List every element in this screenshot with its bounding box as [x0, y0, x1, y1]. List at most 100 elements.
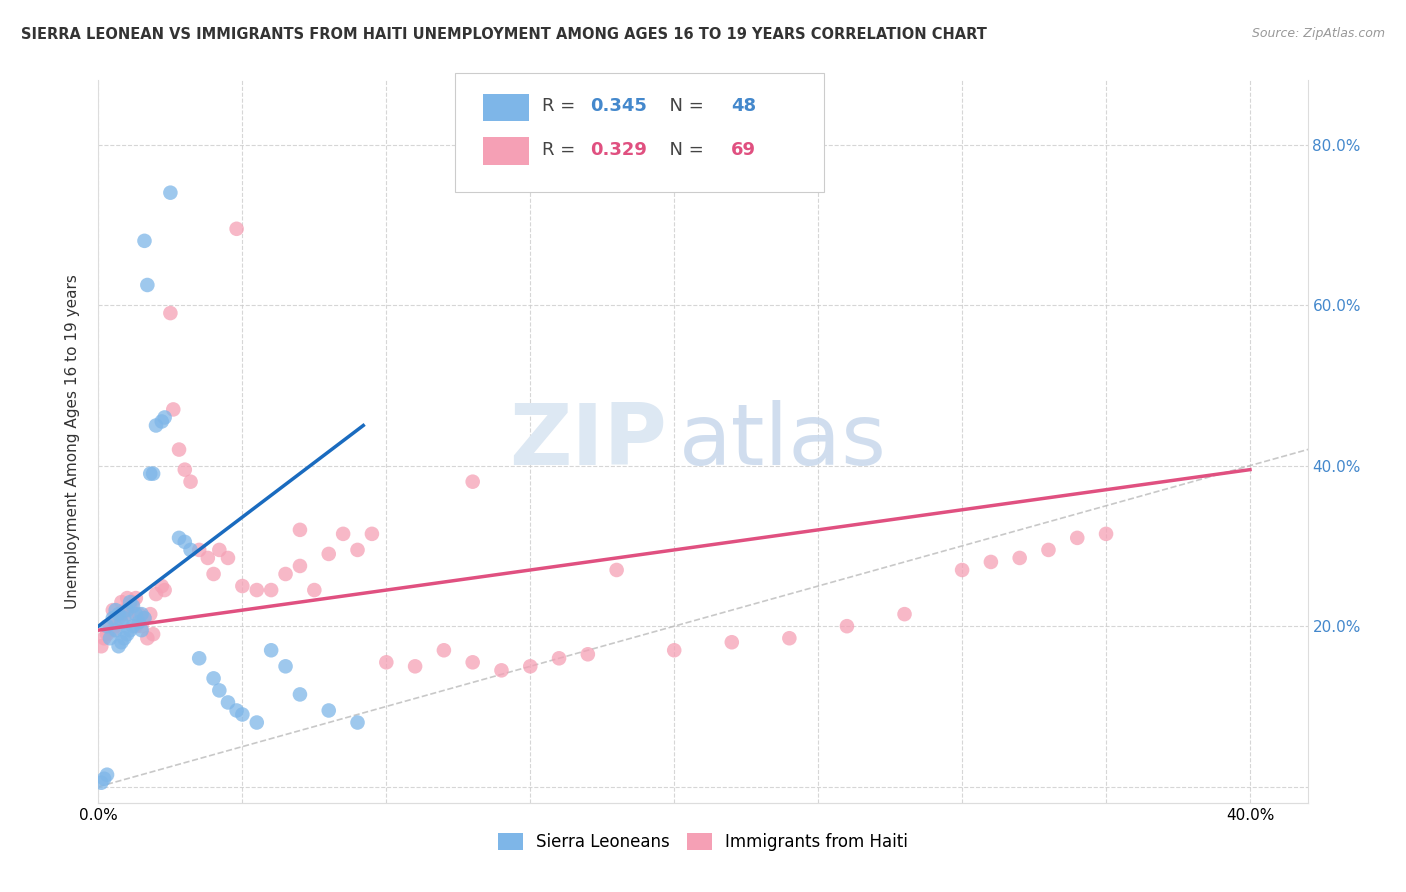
Point: [1008, 551, 1031, 566]
Point: [120, 595, 142, 609]
Point: [217, 696, 239, 710]
Point: [110, 595, 132, 609]
Point: [835, 619, 858, 633]
Point: [131, 619, 153, 633]
Point: [188, 651, 211, 665]
Text: R =: R =: [543, 141, 581, 159]
Point: [318, 703, 340, 717]
Point: [274, 659, 297, 673]
Point: [93, 772, 115, 786]
FancyBboxPatch shape: [482, 94, 529, 121]
Text: N =: N =: [658, 97, 710, 115]
Point: [1038, 542, 1060, 557]
Point: [260, 583, 283, 598]
Point: [142, 627, 165, 641]
Point: [122, 619, 145, 633]
Point: [361, 526, 384, 541]
Point: [893, 607, 915, 621]
Legend: Sierra Leoneans, Immigrants from Haiti: Sierra Leoneans, Immigrants from Haiti: [489, 825, 917, 860]
Text: R =: R =: [543, 97, 581, 115]
Point: [288, 523, 311, 537]
Point: [231, 579, 253, 593]
Point: [167, 531, 190, 545]
Point: [288, 687, 311, 701]
Point: [101, 611, 124, 625]
Point: [96, 767, 118, 781]
Point: [346, 715, 368, 730]
Text: ZIP: ZIP: [509, 400, 666, 483]
Point: [548, 651, 571, 665]
Point: [197, 551, 219, 566]
Point: [104, 603, 127, 617]
Point: [98, 632, 121, 646]
Point: [131, 623, 153, 637]
FancyBboxPatch shape: [456, 73, 824, 193]
Point: [136, 277, 159, 292]
Text: SIERRA LEONEAN VS IMMIGRANTS FROM HAITI UNEMPLOYMENT AMONG AGES 16 TO 19 YEARS C: SIERRA LEONEAN VS IMMIGRANTS FROM HAITI …: [21, 27, 987, 42]
Point: [304, 583, 326, 598]
Point: [274, 567, 297, 582]
Point: [128, 607, 150, 621]
Point: [98, 619, 121, 633]
Point: [134, 234, 156, 248]
Point: [134, 611, 156, 625]
Point: [90, 776, 112, 790]
Text: 69: 69: [731, 141, 756, 159]
Point: [142, 467, 165, 481]
Point: [153, 583, 176, 598]
Point: [950, 563, 973, 577]
Point: [346, 542, 368, 557]
Point: [150, 579, 173, 593]
Point: [128, 615, 150, 630]
Point: [101, 603, 124, 617]
Text: Source: ZipAtlas.com: Source: ZipAtlas.com: [1251, 27, 1385, 40]
Point: [375, 655, 398, 669]
Point: [120, 599, 142, 614]
Point: [101, 623, 124, 637]
Point: [159, 306, 181, 320]
FancyBboxPatch shape: [482, 137, 529, 165]
Point: [96, 619, 118, 633]
Point: [491, 664, 513, 678]
Point: [260, 643, 283, 657]
Point: [136, 632, 159, 646]
Point: [208, 683, 231, 698]
Point: [112, 632, 135, 646]
Point: [180, 475, 202, 489]
Point: [576, 648, 599, 662]
Point: [162, 402, 184, 417]
Point: [125, 619, 148, 633]
Point: [208, 542, 231, 557]
Point: [115, 591, 138, 606]
Point: [288, 558, 311, 573]
Point: [145, 418, 167, 433]
Text: 0.345: 0.345: [591, 97, 647, 115]
Point: [110, 615, 132, 630]
Point: [139, 607, 162, 621]
Point: [125, 607, 148, 621]
Point: [134, 611, 156, 625]
Point: [159, 186, 181, 200]
Point: [96, 627, 118, 641]
Point: [1066, 531, 1088, 545]
Point: [107, 611, 129, 625]
Point: [225, 703, 247, 717]
Point: [150, 414, 173, 428]
Point: [122, 599, 145, 614]
Point: [115, 607, 138, 621]
Point: [720, 635, 742, 649]
Point: [122, 595, 145, 609]
Point: [104, 623, 127, 637]
Point: [173, 534, 195, 549]
Point: [90, 639, 112, 653]
Point: [318, 547, 340, 561]
Point: [104, 619, 127, 633]
Point: [180, 542, 202, 557]
Point: [93, 632, 115, 646]
Point: [433, 643, 456, 657]
Point: [112, 611, 135, 625]
Point: [110, 607, 132, 621]
Point: [120, 623, 142, 637]
Point: [115, 603, 138, 617]
Point: [107, 607, 129, 621]
